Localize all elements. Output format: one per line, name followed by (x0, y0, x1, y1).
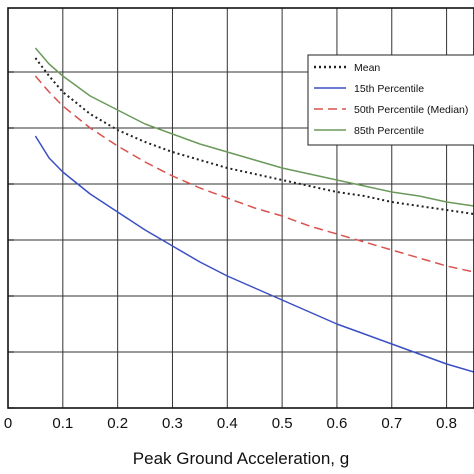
series-layer (34, 47, 474, 373)
x-tick-label: 0.5 (272, 415, 293, 432)
x-tick-label: 0.6 (327, 415, 348, 432)
legend-label: 50th Percentile (Median) (354, 104, 468, 116)
legend-label: 15th Percentile (354, 83, 424, 95)
series-line-mean (34, 57, 474, 215)
x-tick-label: 0.3 (162, 415, 183, 432)
x-tick-label: 0.4 (217, 415, 238, 432)
x-tick-label: 0 (4, 415, 12, 432)
x-tick-label: 0.8 (436, 415, 457, 432)
x-tick-labels: 0 0.1 0.2 0.3 0.4 0.5 0.6 0.7 0.8 (4, 415, 457, 432)
legend-label: 85th Percentile (354, 125, 424, 137)
x-axis-title: Peak Ground Acceleration, g (133, 449, 349, 468)
series-line-85th-percentile (34, 47, 474, 207)
series-line-50th-percentile-median (34, 75, 474, 273)
legend: Mean 15th Percentile 50th Percentile (Medi… (307, 54, 474, 146)
x-tick-label: 0.7 (381, 415, 402, 432)
x-tick-label: 0.2 (107, 415, 128, 432)
legend-label: Mean (354, 62, 380, 74)
x-tick-label: 0.1 (52, 415, 73, 432)
series-line-15th-percentile (34, 135, 474, 373)
plot-frame (7, 7, 474, 409)
